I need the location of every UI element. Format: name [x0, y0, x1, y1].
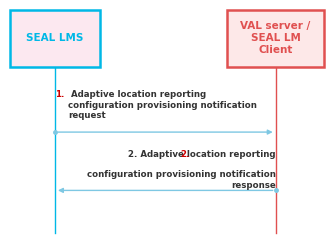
- Text: 2.: 2.: [180, 150, 190, 159]
- Text: configuration provisioning notification
response: configuration provisioning notification …: [87, 170, 276, 190]
- FancyBboxPatch shape: [10, 10, 100, 67]
- Text: SEAL LMS: SEAL LMS: [26, 33, 84, 43]
- Text: Adaptive location reporting
configuration provisioning notification
request: Adaptive location reporting configuratio…: [68, 90, 257, 120]
- Text: VAL server /
SEAL LM
Client: VAL server / SEAL LM Client: [240, 21, 311, 55]
- Text: 2. Adaptive location reporting: 2. Adaptive location reporting: [128, 150, 276, 159]
- FancyBboxPatch shape: [227, 10, 324, 67]
- Text: 1.: 1.: [55, 90, 64, 99]
